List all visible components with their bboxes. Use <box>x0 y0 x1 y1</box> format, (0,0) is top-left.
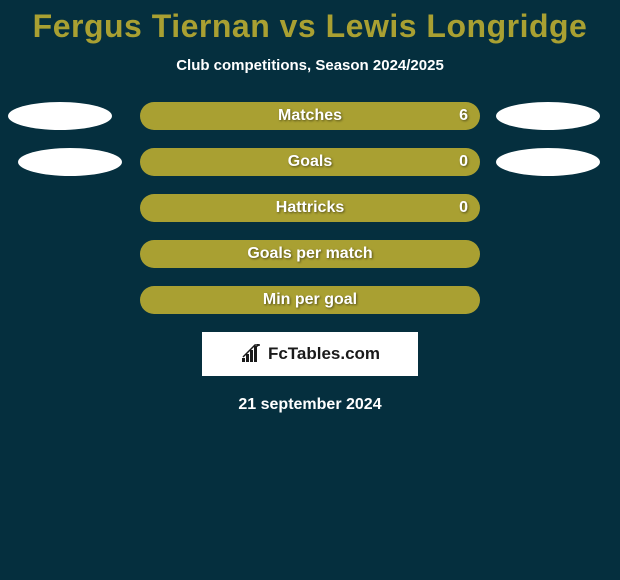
date-text: 21 september 2024 <box>238 396 381 414</box>
page-title: Fergus Tiernan vs Lewis Longridge <box>33 8 588 45</box>
stat-label: Goals per match <box>247 245 372 263</box>
stat-row-goals: Goals 0 <box>0 148 620 176</box>
stat-value: 0 <box>459 199 468 217</box>
subtitle: Club competitions, Season 2024/2025 <box>176 57 444 74</box>
stats-area: Matches 6 Goals 0 Hattricks 0 Goals per … <box>0 102 620 314</box>
brand-text: FcTables.com <box>268 344 380 364</box>
stat-row-mpg: Min per goal <box>0 286 620 314</box>
chart-icon <box>240 344 264 364</box>
stat-value: 6 <box>459 107 468 125</box>
ellipse-left-2 <box>18 148 122 176</box>
stat-label: Min per goal <box>263 291 357 309</box>
ellipse-right-1 <box>496 102 600 130</box>
stat-bar-matches: Matches 6 <box>140 102 480 130</box>
ellipse-right-2 <box>496 148 600 176</box>
stat-bar-mpg: Min per goal <box>140 286 480 314</box>
stat-label: Goals <box>288 153 332 171</box>
stat-value: 0 <box>459 153 468 171</box>
stat-label: Matches <box>278 107 342 125</box>
stat-bar-goals: Goals 0 <box>140 148 480 176</box>
main-container: Fergus Tiernan vs Lewis Longridge Club c… <box>0 0 620 414</box>
stat-row-matches: Matches 6 <box>0 102 620 130</box>
stat-bar-hattricks: Hattricks 0 <box>140 194 480 222</box>
stat-bar-gpm: Goals per match <box>140 240 480 268</box>
stat-row-hattricks: Hattricks 0 <box>0 194 620 222</box>
brand-box: FcTables.com <box>202 332 418 376</box>
stat-row-gpm: Goals per match <box>0 240 620 268</box>
stat-label: Hattricks <box>276 199 344 217</box>
ellipse-left-1 <box>8 102 112 130</box>
